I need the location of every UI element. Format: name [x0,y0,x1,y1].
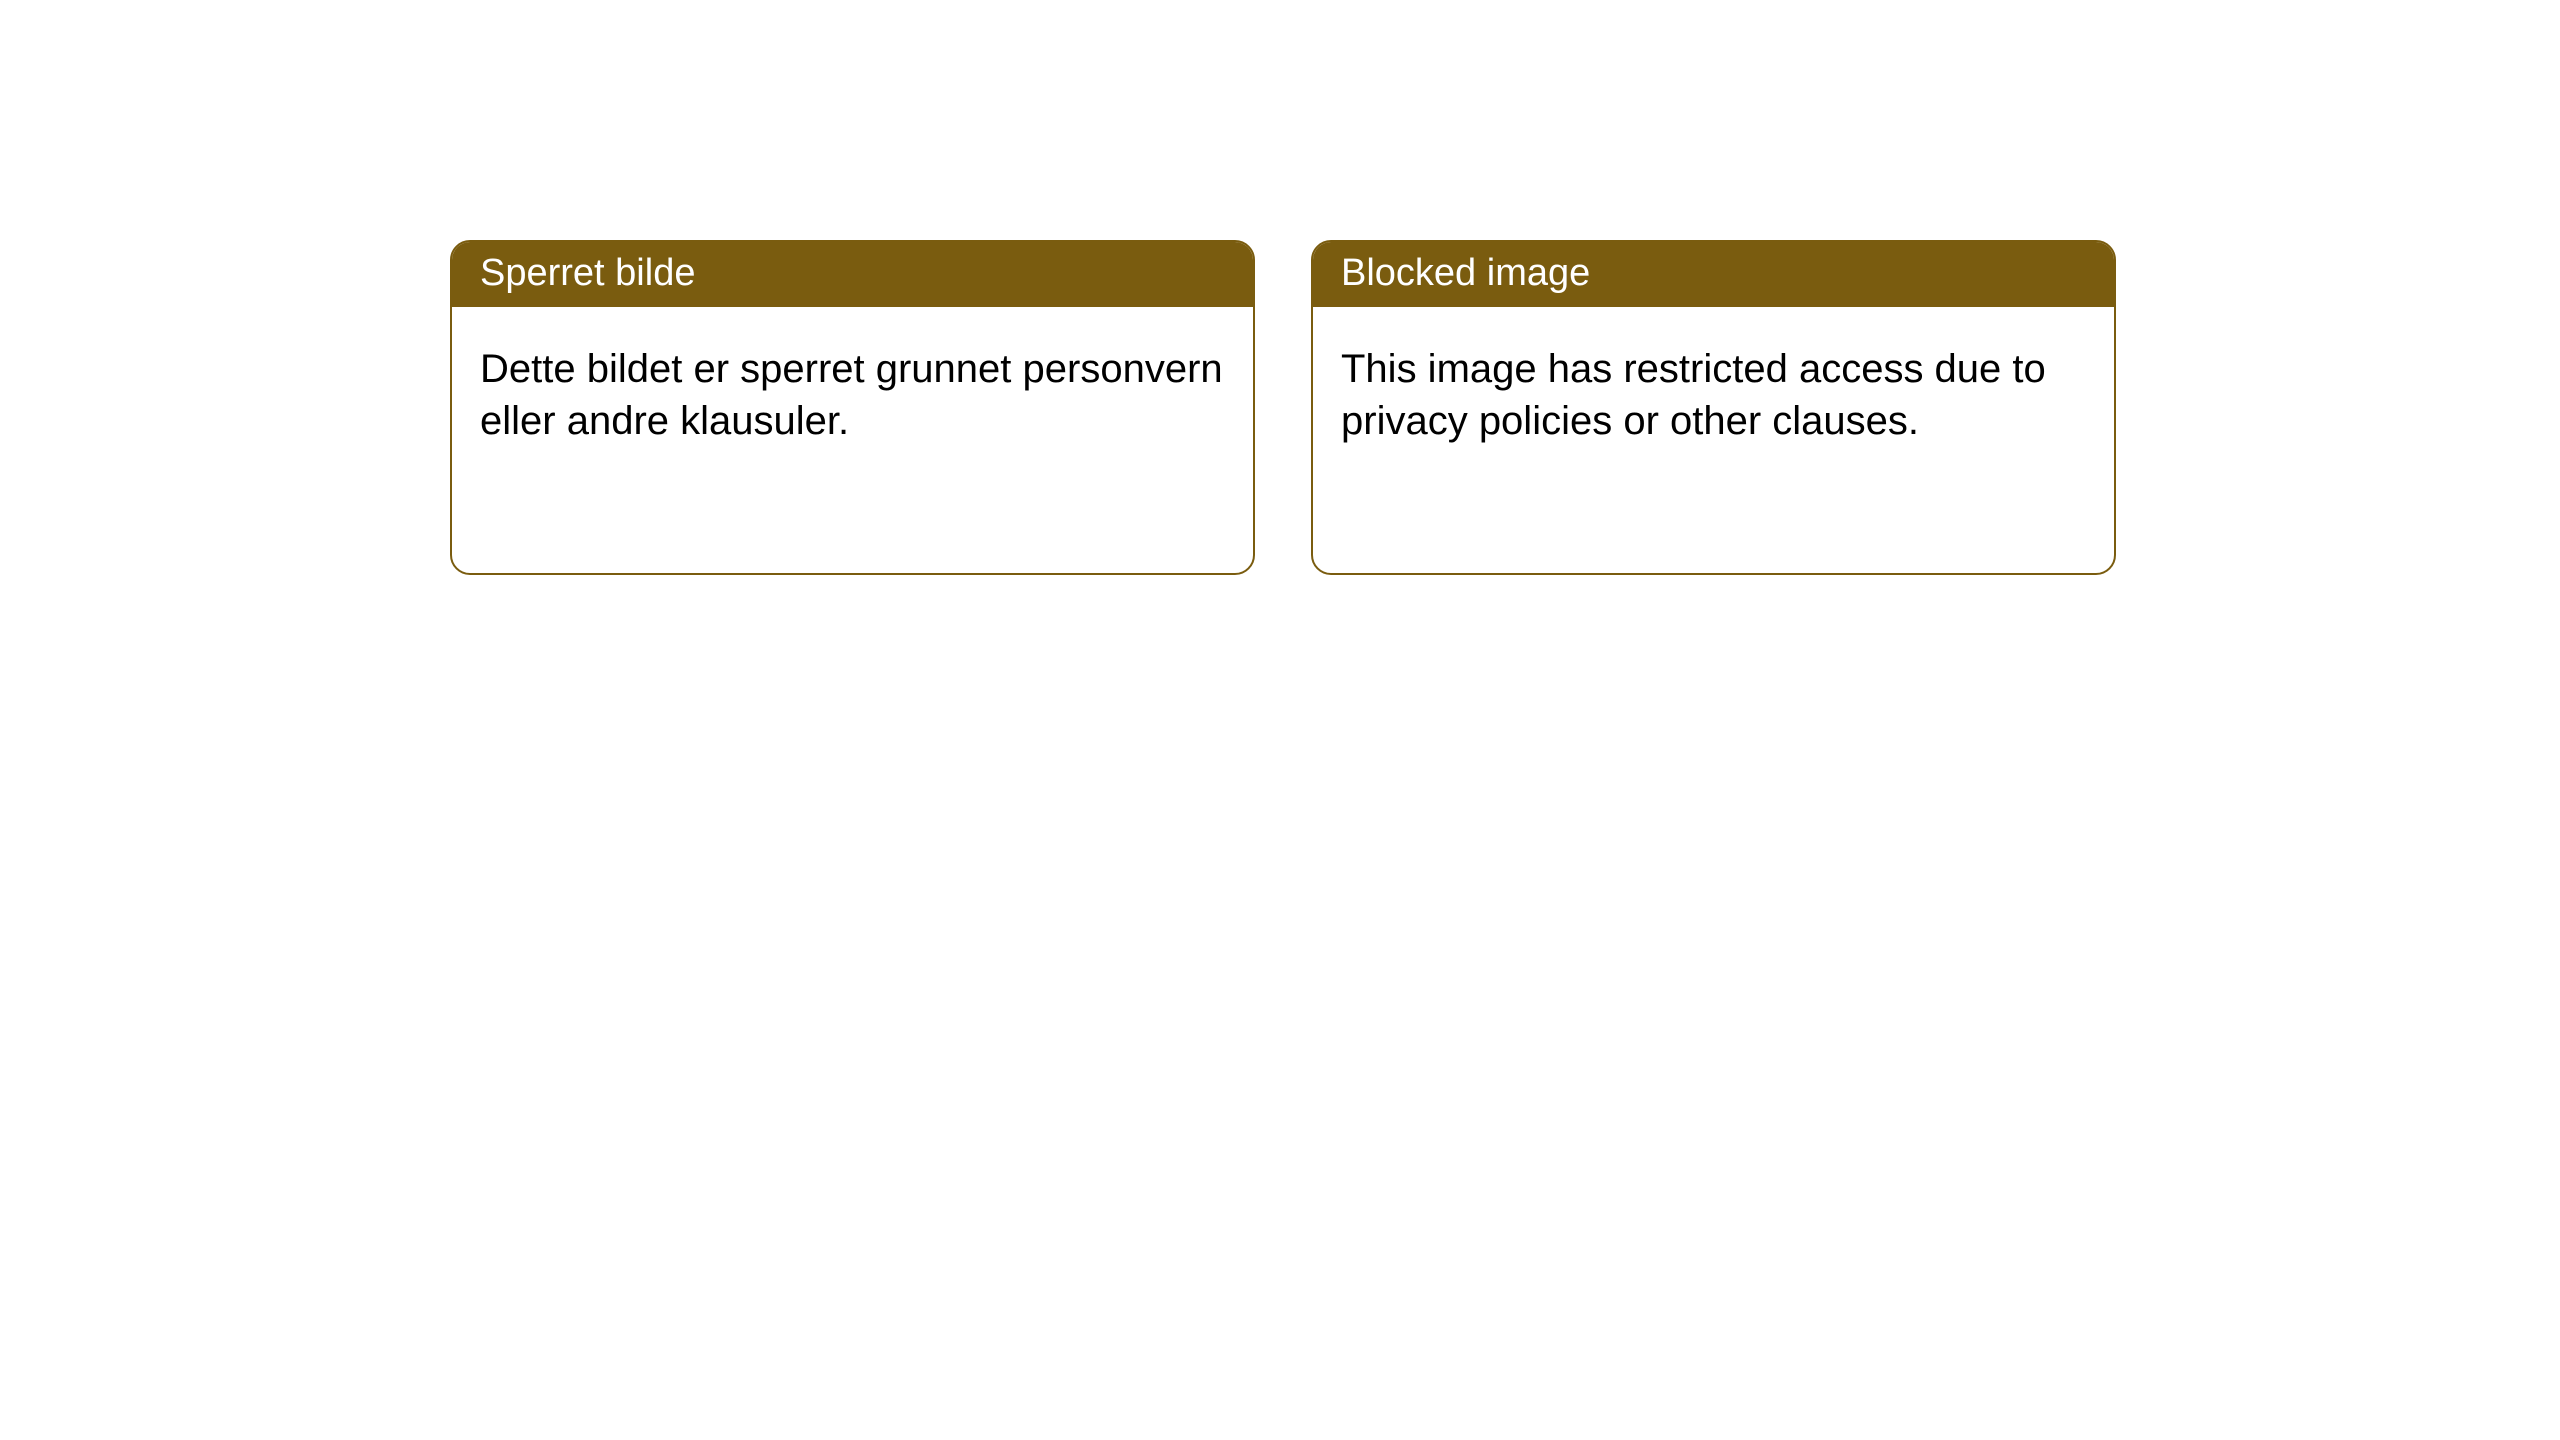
notice-card-norwegian: Sperret bilde Dette bildet er sperret gr… [450,240,1255,575]
notice-title-english: Blocked image [1313,242,2114,307]
notice-card-english: Blocked image This image has restricted … [1311,240,2116,575]
notice-body-norwegian: Dette bildet er sperret grunnet personve… [452,307,1253,483]
notice-container: Sperret bilde Dette bildet er sperret gr… [0,0,2560,575]
notice-body-english: This image has restricted access due to … [1313,307,2114,483]
notice-title-norwegian: Sperret bilde [452,242,1253,307]
